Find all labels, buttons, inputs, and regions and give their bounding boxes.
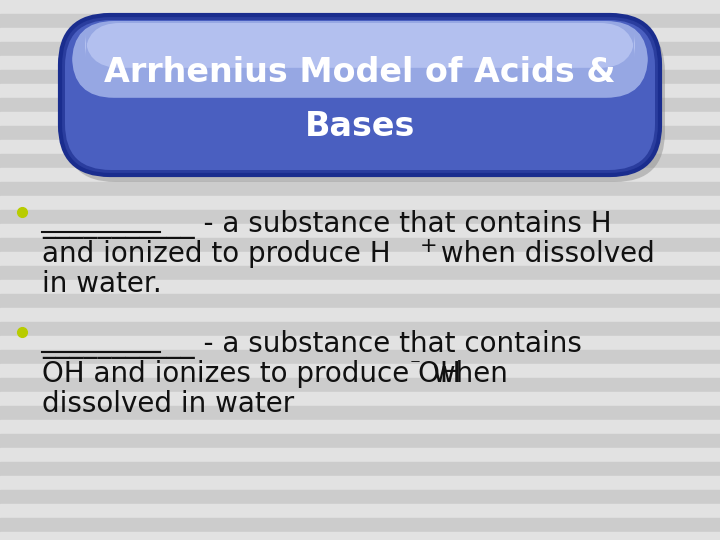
Bar	[0, 406, 720, 420]
Bar	[0, 294, 720, 308]
Bar	[0, 504, 720, 518]
FancyBboxPatch shape	[60, 15, 660, 175]
Bar	[0, 84, 720, 98]
Bar	[0, 98, 720, 112]
Bar	[0, 28, 720, 42]
Bar	[0, 280, 720, 294]
Bar	[0, 140, 720, 154]
Text: OH and ionizes to produce OH: OH and ionizes to produce OH	[42, 360, 461, 388]
Bar	[0, 154, 720, 168]
Bar	[0, 266, 720, 280]
Bar	[0, 518, 720, 532]
Bar	[0, 420, 720, 434]
Bar	[0, 462, 720, 476]
Bar	[0, 350, 720, 364]
Bar	[0, 56, 720, 70]
Bar	[0, 336, 720, 350]
Bar	[0, 70, 720, 84]
Bar	[0, 14, 720, 28]
FancyBboxPatch shape	[65, 22, 665, 182]
Text: +: +	[420, 236, 438, 256]
Bar	[0, 532, 720, 540]
Text: ⁻: ⁻	[410, 356, 421, 376]
Bar	[0, 126, 720, 140]
Bar	[0, 364, 720, 378]
Text: ___________ - a substance that contains H: ___________ - a substance that contains …	[42, 210, 611, 239]
FancyBboxPatch shape	[65, 20, 655, 170]
Bar	[0, 238, 720, 252]
Text: Arrhenius Model of Acids &: Arrhenius Model of Acids &	[104, 56, 616, 89]
Bar	[0, 392, 720, 406]
Bar	[0, 42, 720, 56]
Bar	[0, 378, 720, 392]
Text: dissolved in water: dissolved in water	[42, 390, 294, 418]
Text: in water.: in water.	[42, 270, 162, 298]
Text: when: when	[424, 360, 508, 388]
Bar	[0, 434, 720, 448]
FancyBboxPatch shape	[72, 21, 648, 98]
Bar	[0, 112, 720, 126]
Bar	[0, 182, 720, 196]
Bar	[0, 308, 720, 322]
Bar	[0, 224, 720, 238]
Bar	[0, 168, 720, 182]
Bar	[0, 476, 720, 490]
Bar	[0, 490, 720, 504]
Text: Bases: Bases	[305, 111, 415, 144]
Bar	[0, 448, 720, 462]
Text: ___________ - a substance that contains: ___________ - a substance that contains	[42, 330, 582, 359]
Bar	[0, 322, 720, 336]
Bar	[0, 252, 720, 266]
Bar	[0, 210, 720, 224]
Bar	[0, 0, 720, 14]
FancyBboxPatch shape	[85, 23, 635, 68]
Text: and ionized to produce H: and ionized to produce H	[42, 240, 391, 268]
Text: when dissolved: when dissolved	[432, 240, 654, 268]
Bar	[0, 196, 720, 210]
